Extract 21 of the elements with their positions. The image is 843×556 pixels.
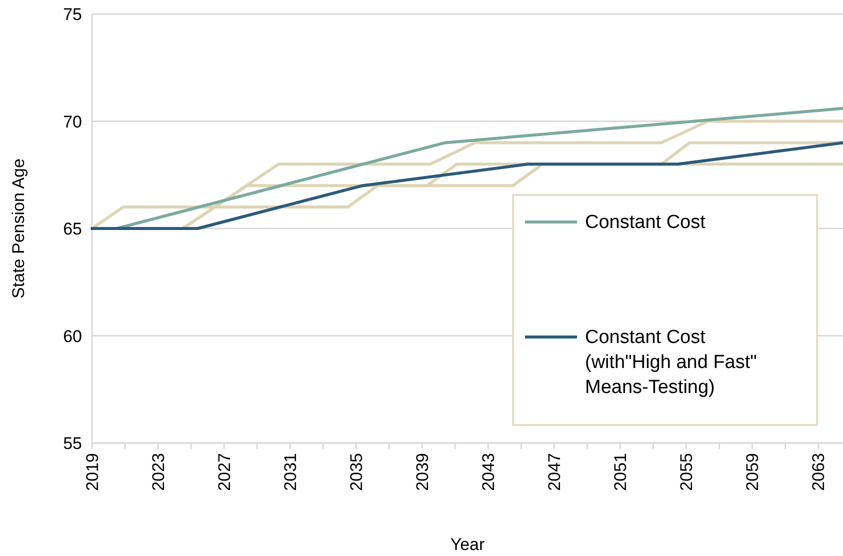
y-axis-title: State Pension Age [9,158,28,298]
x-tick-label: 2059 [743,453,762,491]
x-tick-label: 2019 [83,453,102,491]
y-tick-label: 75 [63,5,82,24]
y-tick-label: 55 [63,434,82,453]
x-tick-label: 2039 [413,453,432,491]
legend-label: Constant Cost [585,212,706,233]
x-tick-label: 2043 [479,453,498,491]
x-tick-label: 2027 [215,453,234,491]
x-tick-label: 2035 [347,453,366,491]
y-tick-label: 60 [63,326,82,346]
x-tick-label: 2047 [545,453,564,491]
x-axis-title: Year [450,535,486,554]
x-tick-label: 2063 [809,453,828,491]
x-tick-label: 2031 [281,453,300,491]
legend-label: Constant Cost (with"High and Fast" Means-Testing) [585,327,757,398]
y-tick-label: 70 [63,112,82,132]
y-tick-label: 65 [63,220,82,238]
x-tick-label: 2023 [149,453,168,491]
x-tick-label: 2055 [677,453,696,491]
x-tick-label: 2051 [611,453,630,491]
